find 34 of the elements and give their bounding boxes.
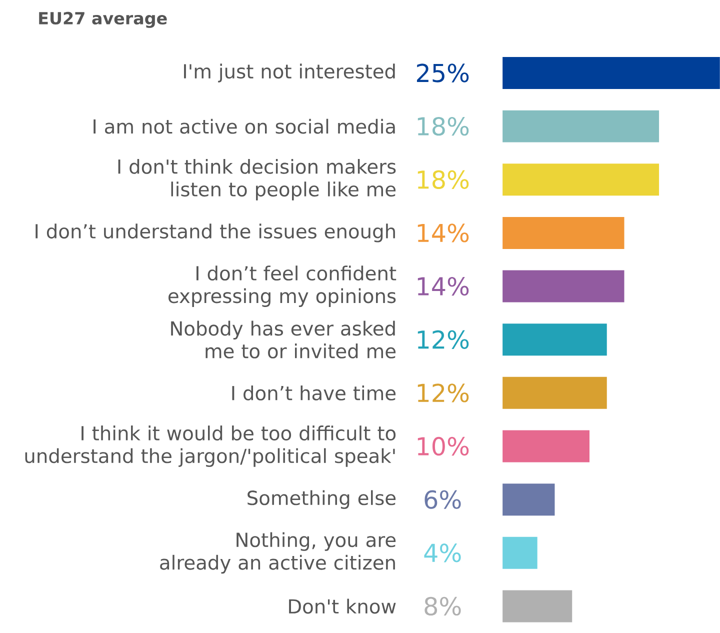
- bar: [502, 590, 572, 622]
- bar: [502, 270, 624, 302]
- data-label: 12%: [418, 384, 469, 402]
- y-tick-label: I'm just not interested: [184, 64, 395, 82]
- y-tick-label: Nobody has ever asked me to or invited me: [171, 320, 396, 358]
- y-tick-label: Something else: [248, 490, 396, 509]
- data-label: 25%: [416, 64, 469, 82]
- bar: [502, 57, 720, 90]
- bar: [502, 217, 624, 250]
- y-tick-label: I don’t feel confident expressing my opinions: [168, 266, 396, 308]
- data-label: 4%: [424, 544, 461, 562]
- y-tick-label: I think it would be too difficult to understand the jargon/'political speak': [25, 426, 396, 467]
- data-label: 8%: [424, 596, 461, 616]
- text: EU27 average: [39, 12, 167, 28]
- y-tick-label: I don’t understand the issues enough: [36, 224, 395, 242]
- data-label: 12%: [418, 330, 469, 349]
- y-tick-label: I don’t have time: [232, 386, 396, 400]
- bar: [502, 376, 607, 409]
- data-label: 18%: [418, 117, 469, 136]
- bar: [502, 484, 555, 516]
- data-label: 6%: [424, 490, 461, 509]
- bar: [502, 324, 607, 356]
- y-tick-label: Don't know: [289, 598, 396, 614]
- bar: [502, 164, 660, 196]
- data-label: 14%: [418, 277, 469, 296]
- y-tick-label: Nothing, you are already an active citizen: [160, 532, 396, 574]
- y-tick-label: I don't think decision makers listen to people like me: [118, 159, 396, 200]
- data-label: 14%: [418, 224, 469, 242]
- bar: [502, 110, 660, 142]
- data-label: 10%: [418, 436, 469, 456]
- bar: [502, 536, 538, 569]
- bar: [502, 430, 590, 462]
- data-label: 18%: [418, 170, 469, 190]
- y-tick-label: I am not active on social media: [94, 118, 395, 134]
